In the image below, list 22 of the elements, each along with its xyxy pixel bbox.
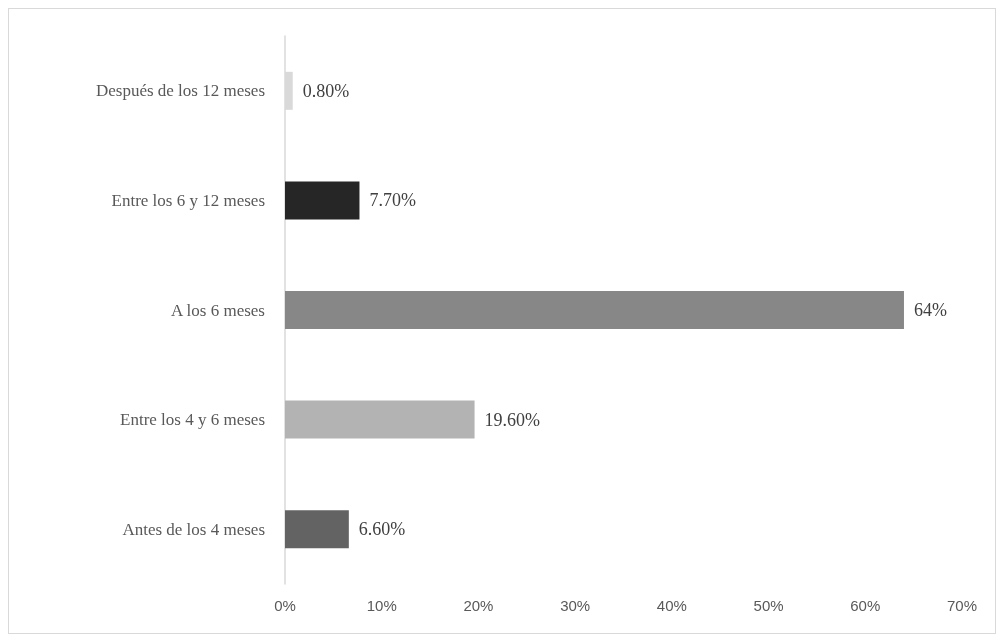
- bar: [285, 400, 475, 439]
- y-tick-label: Entre los 6 y 12 meses: [111, 190, 265, 210]
- y-tick-label: Antes de los 4 meses: [122, 519, 265, 539]
- bar: [285, 510, 349, 549]
- x-tick-label: 20%: [463, 597, 494, 614]
- x-tick-label: 50%: [753, 597, 784, 614]
- x-tick-label: 10%: [366, 597, 397, 614]
- data-label: 19.60%: [484, 409, 541, 430]
- y-tick-label: Después de los 12 meses: [95, 81, 265, 101]
- data-label: 6.60%: [358, 519, 406, 540]
- data-label: 64%: [913, 300, 947, 320]
- data-label: 7.70%: [369, 190, 416, 211]
- x-tick-label: 30%: [560, 597, 591, 614]
- bar: [285, 181, 360, 220]
- x-tick-label: 40%: [656, 597, 687, 614]
- x-tick-label: 70%: [946, 597, 978, 614]
- data-label: 0.80%: [302, 80, 350, 101]
- x-tick-label: 0%: [274, 597, 296, 614]
- y-tick-label: A los 6 meses: [171, 300, 265, 320]
- bar: [285, 291, 904, 329]
- x-tick-label: 60%: [850, 597, 881, 614]
- y-tick-label: Entre los 4 y 6 meses: [120, 410, 265, 430]
